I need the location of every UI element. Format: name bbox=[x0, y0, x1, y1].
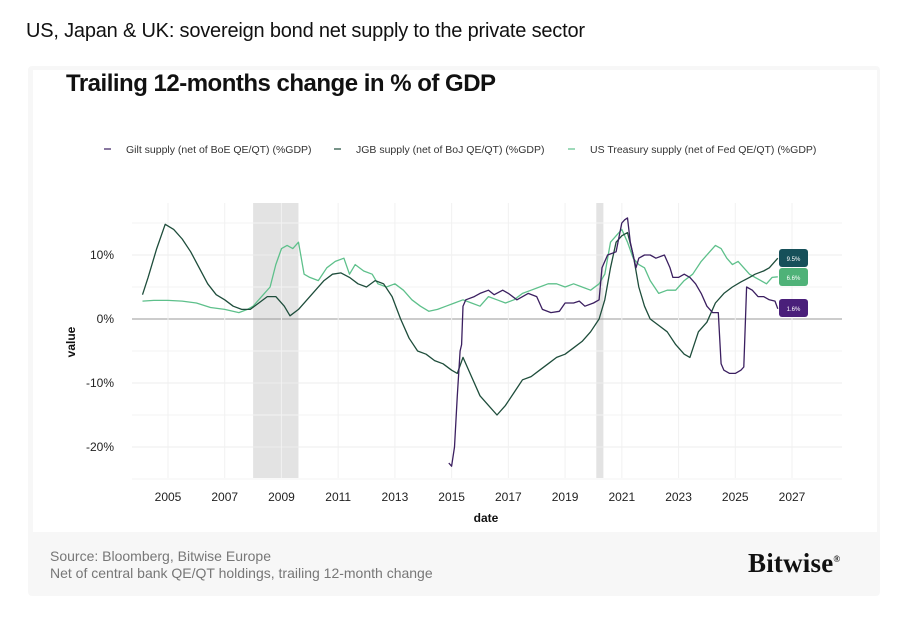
x-axis-title: date bbox=[474, 511, 499, 525]
brand-logo: Bitwise® bbox=[748, 548, 840, 579]
x-tick-label: 2017 bbox=[495, 490, 522, 504]
legend-label: JGB supply (net of BoJ QE/QT) (%GDP) bbox=[356, 144, 544, 156]
x-tick-label: 2013 bbox=[382, 490, 409, 504]
series-lines bbox=[141, 217, 779, 467]
gridlines bbox=[132, 203, 842, 480]
method-note: Net of central bank QE/QT holdings, trai… bbox=[50, 565, 433, 581]
recession-shading bbox=[253, 203, 604, 478]
registered-mark: ® bbox=[833, 554, 841, 564]
series-line bbox=[142, 228, 778, 314]
x-tick-label: 2015 bbox=[438, 490, 465, 504]
legend-label: US Treasury supply (net of Fed QE/QT) (%… bbox=[590, 144, 816, 156]
x-tick-label: 2019 bbox=[552, 490, 579, 504]
y-tick-label: 0% bbox=[97, 312, 115, 326]
x-tick-labels: 2005 2007 2009 2011 2013 2015 2017 2019 2021 2023… bbox=[155, 490, 806, 504]
end-value-labels: 9.5% 6.6% 1.6% bbox=[779, 249, 808, 317]
footer-notes: Source: Bloomberg, Bitwise Europe Net of… bbox=[50, 548, 433, 582]
y-tick-labels: 10% 0% -10% -20% bbox=[86, 248, 114, 454]
x-tick-label: 2025 bbox=[722, 490, 749, 504]
y-tick-label: -20% bbox=[86, 440, 114, 454]
end-label-box bbox=[779, 249, 808, 267]
source-note: Source: Bloomberg, Bitwise Europe bbox=[50, 548, 271, 564]
page-title: US, Japan & UK: sovereign bond net suppl… bbox=[26, 20, 585, 42]
y-tick-label: 10% bbox=[90, 248, 114, 262]
y-axis-title: value bbox=[64, 326, 78, 357]
shaded-period bbox=[596, 203, 604, 478]
x-tick-label: 2005 bbox=[155, 490, 182, 504]
chart-title: Trailing 12-months change in % of GDP bbox=[66, 70, 496, 97]
end-label-text: 6.6% bbox=[787, 276, 801, 282]
x-tick-label: 2027 bbox=[779, 490, 806, 504]
x-tick-label: 2009 bbox=[268, 490, 295, 504]
x-tick-label: 2011 bbox=[325, 490, 351, 504]
end-label-box bbox=[779, 299, 808, 317]
x-tick-label: 2007 bbox=[211, 490, 238, 504]
series-line bbox=[448, 217, 779, 467]
legend-label: Gilt supply (net of BoE QE/QT) (%GDP) bbox=[126, 144, 312, 156]
y-tick-label: -10% bbox=[86, 376, 114, 390]
brand-name: Bitwise bbox=[748, 548, 834, 578]
chart-legend: Gilt supply (net of BoE QE/QT) (%GDP) JGB… bbox=[104, 144, 816, 156]
x-tick-label: 2021 bbox=[608, 490, 635, 504]
end-label-text: 1.6% bbox=[787, 307, 801, 313]
end-label-box bbox=[779, 268, 808, 286]
x-tick-label: 2023 bbox=[665, 490, 692, 504]
shaded-period bbox=[253, 203, 299, 478]
series-line bbox=[141, 223, 779, 416]
end-label-text: 9.5% bbox=[787, 257, 801, 263]
